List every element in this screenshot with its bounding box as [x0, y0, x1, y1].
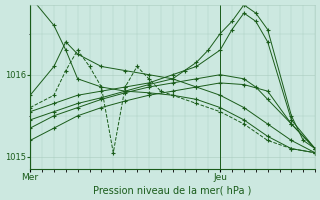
- X-axis label: Pression niveau de la mer( hPa ): Pression niveau de la mer( hPa ): [93, 185, 252, 195]
